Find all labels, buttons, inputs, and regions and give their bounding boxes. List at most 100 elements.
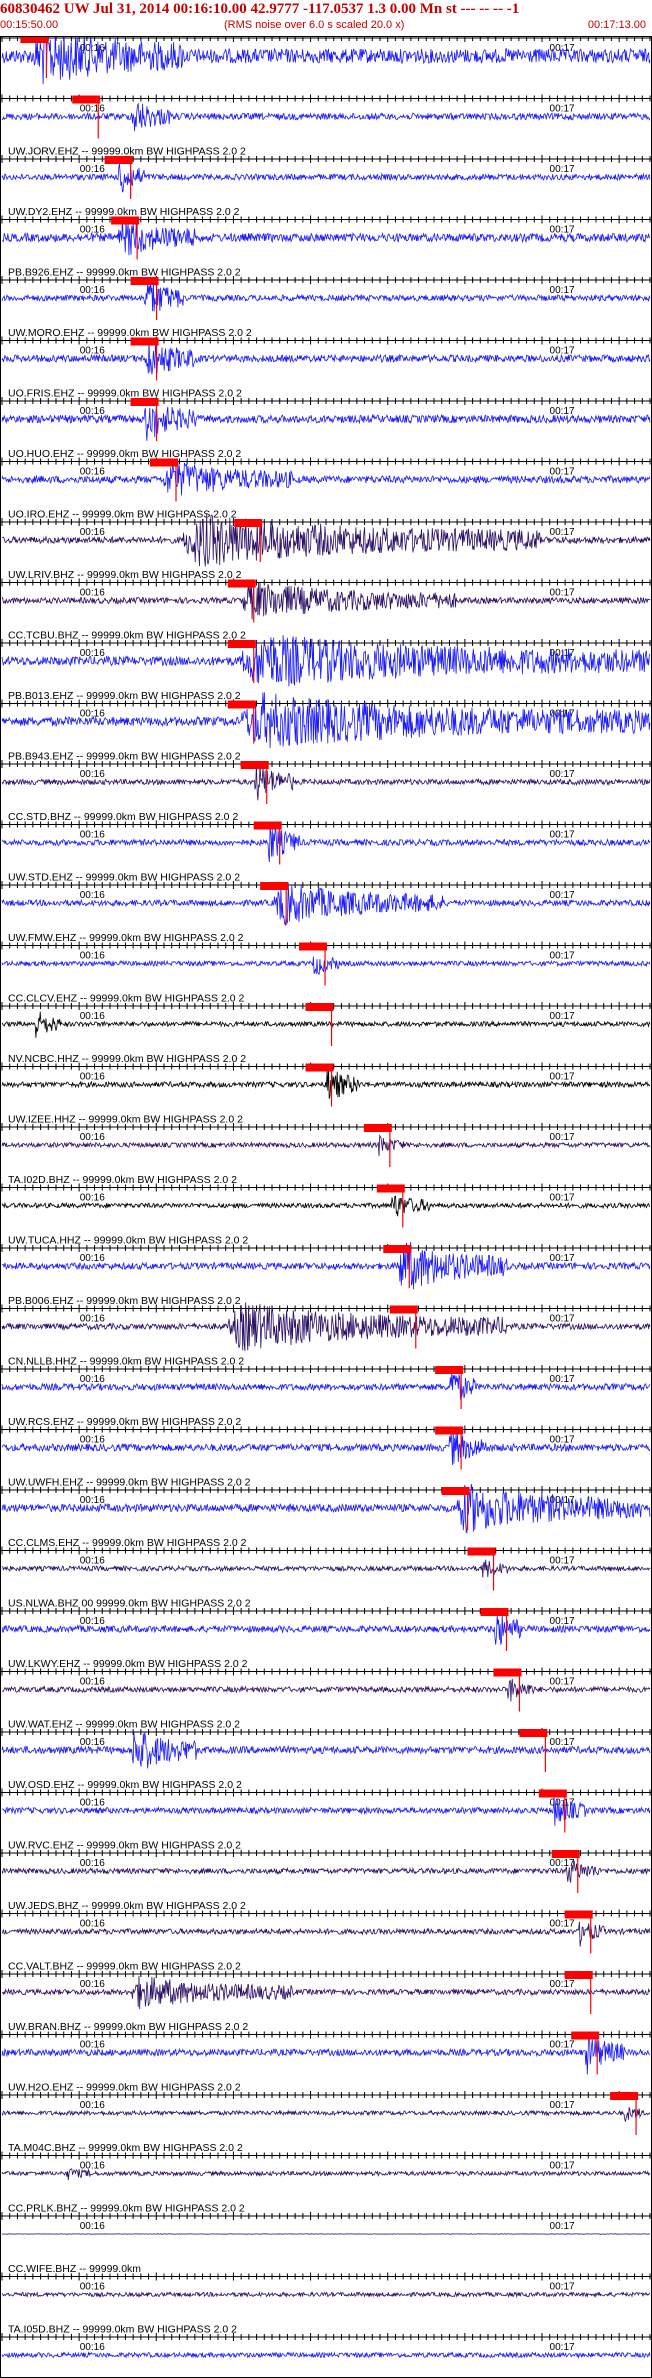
pick-marker xyxy=(610,2092,639,2100)
station-label: CC.PRLK.BHZ -- 99999.0km BW HIGHPASS 2.0… xyxy=(8,2203,245,2215)
time-label: 00:16 xyxy=(80,1979,105,1990)
waveform-trace xyxy=(1,277,651,312)
waveform-trace xyxy=(1,216,651,256)
waveform-trace xyxy=(1,1559,651,1578)
waveform-trace xyxy=(1,1011,651,1038)
time-label: 00:16 xyxy=(80,285,105,296)
pick-marker xyxy=(383,1245,412,1253)
station-label: US.NLWA.BHZ 00 99999.0km BW HIGHPASS 2.0… xyxy=(8,1598,251,1610)
time-label: 00:16 xyxy=(80,1435,105,1446)
pick-marker xyxy=(363,1124,392,1132)
waveform-trace xyxy=(1,1430,651,1466)
station-label: PB.B943.EHZ -- 99999.0km BW HIGHPASS 2.0… xyxy=(8,751,241,763)
pick-marker xyxy=(234,519,263,527)
station-label: UW.LKWY.EHZ -- 99999.0km BW HIGHPASS 2.0… xyxy=(8,1658,248,1670)
time-label: 00:16 xyxy=(80,769,105,780)
pick-marker xyxy=(130,337,159,346)
waveform-trace xyxy=(1,1302,651,1352)
time-label: 00:16 xyxy=(80,1677,105,1688)
station-label: CC.CLCV.EHZ -- 99999.0km BW HIGHPASS 2.0… xyxy=(8,993,244,1005)
waveform-trace xyxy=(1,2032,651,2075)
waveform-trace xyxy=(1,956,651,975)
waveform-trace xyxy=(1,1064,651,1099)
time-label: 00:16 xyxy=(80,2282,105,2293)
pick-marker xyxy=(305,1063,334,1072)
waveform-trace xyxy=(1,1731,651,1769)
waveform-trace xyxy=(1,1134,651,1157)
time-label: 00:17 xyxy=(550,769,575,780)
waveform-trace xyxy=(1,2107,651,2122)
time-label: 00:16 xyxy=(80,1374,105,1385)
waveform-trace xyxy=(1,163,651,193)
waveform-trace xyxy=(1,1483,651,1534)
time-label: 00:17 xyxy=(550,830,575,841)
time-label: 00:16 xyxy=(80,527,105,538)
time-label: 00:16 xyxy=(80,890,105,901)
time-label: 00:17 xyxy=(550,1374,575,1385)
station-label: CC.WIFE.BHZ -- 99999.0km xyxy=(8,2263,141,2275)
pick-marker xyxy=(564,1971,593,1979)
pick-marker xyxy=(376,1184,405,1193)
station-label: UW.IZEE.HHZ -- 99999.0km BW HIGHPASS 2.0… xyxy=(8,1114,243,1126)
time-label: 00:17 xyxy=(550,1193,575,1204)
station-label: UW.RCS.EHZ -- 99999.0km BW HIGHPASS 2.0 … xyxy=(8,1416,241,1428)
time-label: 00:16 xyxy=(80,1798,105,1809)
station-label: PB.B013.EHZ -- 99999.0km BW HIGHPASS 2.0… xyxy=(8,690,241,702)
waveform-trace xyxy=(1,338,651,375)
time-label: 00:17 xyxy=(550,1435,575,1446)
time-label: 00:16 xyxy=(80,43,105,54)
pick-marker xyxy=(227,640,256,648)
pick-marker xyxy=(551,1850,580,1858)
station-label: TA.M04C.BHZ -- 99999.0km BW HIGHPASS 2.0… xyxy=(8,2142,243,2154)
waveform-trace xyxy=(1,1975,651,2010)
time-label: 00:17 xyxy=(550,890,575,901)
pick-marker xyxy=(240,761,269,769)
time-label: 00:16 xyxy=(80,1253,105,1264)
header: 60830462 UW Jul 31, 2014 00:16:10.00 42.… xyxy=(0,0,652,36)
time-label: 00:16 xyxy=(80,2100,105,2111)
time-label: 00:16 xyxy=(80,830,105,841)
time-label: 00:17 xyxy=(550,1798,575,1809)
station-label: UO.FRIS.EHZ -- 99999.0km BW HIGHPASS 2.0… xyxy=(8,388,242,400)
time-label: 00:16 xyxy=(80,1556,105,1567)
time-label: 00:16 xyxy=(80,1737,105,1748)
pick-marker xyxy=(389,1305,418,1314)
time-label: 00:16 xyxy=(80,951,105,962)
time-label: 00:17 xyxy=(550,1737,575,1748)
time-label: 00:17 xyxy=(550,1919,575,1930)
station-label: UW.STD.EHZ -- 99999.0km BW HIGHPASS 2.0 … xyxy=(8,872,240,884)
time-label: 00:17 xyxy=(550,588,575,599)
time-label: 00:16 xyxy=(80,225,105,236)
time-label: 00:17 xyxy=(550,951,575,962)
waveform-trace xyxy=(1,1241,651,1290)
time-label: 00:17 xyxy=(550,1132,575,1143)
time-label: 00:16 xyxy=(80,2040,105,2051)
time-label: 00:17 xyxy=(550,1677,575,1688)
time-label: 00:16 xyxy=(80,2161,105,2172)
waveform-trace xyxy=(1,1797,651,1826)
station-label: UW.H2O.EHZ -- 99999.0km BW HIGHPASS 2.0 … xyxy=(8,2082,241,2094)
waveform-trace xyxy=(1,635,651,687)
station-label: UW.JEDS.BHZ -- 99999.0km BW HIGHPASS 2.0… xyxy=(8,1900,246,1912)
time-label: 00:17 xyxy=(550,2100,575,2111)
time-label: 00:17 xyxy=(550,225,575,236)
station-label: TA.I02D.BHZ -- 99999.0km BW HIGHPASS 2.0… xyxy=(8,1174,237,1186)
station-label: UW.UWFH.EHZ -- 99999.0km BW HIGHPASS 2.0… xyxy=(8,1477,251,1489)
waveform-trace xyxy=(1,692,651,749)
time-label: 00:17 xyxy=(550,1979,575,1990)
time-label: 00:16 xyxy=(80,2342,105,2353)
time-label: 00:17 xyxy=(550,2342,575,2353)
pick-marker xyxy=(150,458,178,467)
start-time: 00:15:50.00 xyxy=(0,19,59,31)
waveform-trace xyxy=(1,1678,651,1702)
pick-marker xyxy=(480,1608,509,1616)
station-label: CC.CLMS.EHZ -- 99999.0km BW HIGHPASS 2.0… xyxy=(8,1537,247,1549)
time-label: 00:17 xyxy=(550,43,575,54)
pick-marker xyxy=(299,942,328,951)
pick-marker xyxy=(435,1426,464,1435)
event-title: 60830462 UW Jul 31, 2014 00:16:10.00 42.… xyxy=(0,1,520,17)
pick-marker xyxy=(441,1487,470,1495)
time-label: 00:16 xyxy=(80,1314,105,1325)
station-label: UW.LRIV.BHZ -- 99999.0km BW HIGHPASS 2.0… xyxy=(8,569,242,581)
time-label: 00:17 xyxy=(550,346,575,357)
